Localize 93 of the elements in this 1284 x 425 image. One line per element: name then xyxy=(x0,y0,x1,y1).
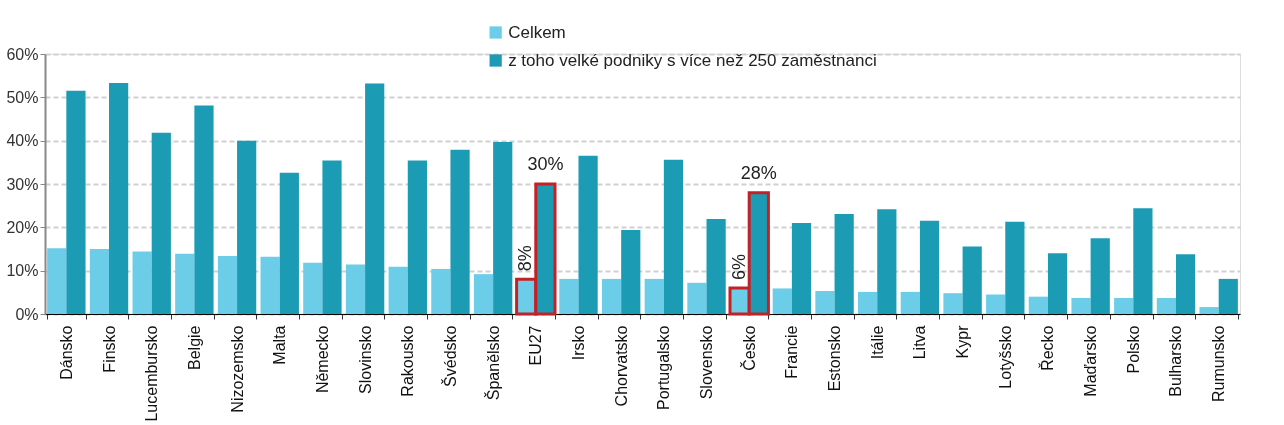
x-tick-label: Dánsko xyxy=(57,325,75,380)
x-tick-label: Česko xyxy=(739,325,758,371)
bar xyxy=(175,253,195,314)
x-tick-label: Polsko xyxy=(1124,325,1142,374)
bar xyxy=(578,155,598,314)
x-tick-label: Rakousko xyxy=(399,325,417,397)
bar xyxy=(1199,307,1219,314)
x-tick-label: Irsko xyxy=(569,325,587,361)
x-tick-label: Estonsko xyxy=(826,325,844,392)
x-tick-label: Slovensko xyxy=(698,325,716,400)
x-tick-label: Lotyšsko xyxy=(996,325,1014,389)
bar xyxy=(900,291,920,314)
bar xyxy=(706,219,726,314)
x-tick-label: Itálie xyxy=(868,325,886,360)
bar xyxy=(1156,297,1176,314)
data-label: 28% xyxy=(740,162,777,183)
x-tick-label: EU27 xyxy=(527,325,545,366)
bar xyxy=(559,278,579,314)
bar xyxy=(89,249,110,314)
x-tick-label: Finsko xyxy=(100,325,118,373)
bar xyxy=(919,220,940,314)
data-label: 6% xyxy=(728,253,749,280)
bar xyxy=(815,291,835,314)
y-tick-label: 50% xyxy=(6,88,39,106)
bar xyxy=(601,278,622,314)
bar xyxy=(194,105,214,314)
bar xyxy=(260,256,280,314)
bar xyxy=(877,209,897,314)
bar xyxy=(962,246,982,314)
y-tick-label: 10% xyxy=(6,262,39,280)
y-tick-label: 0% xyxy=(15,305,39,323)
bar xyxy=(132,251,152,314)
bar xyxy=(1071,297,1091,314)
x-tick-label: Řecko xyxy=(1038,325,1057,371)
x-tick-label: Portugalsko xyxy=(655,325,673,410)
x-tick-label: Německo xyxy=(313,325,331,394)
bar xyxy=(644,278,664,314)
x-tick-label: Rumunsko xyxy=(1210,325,1228,402)
bar xyxy=(1114,297,1134,314)
x-tick-label: Bulharsko xyxy=(1167,325,1185,397)
y-tick-label: 30% xyxy=(6,175,39,193)
bar xyxy=(407,160,427,314)
bar xyxy=(450,149,470,314)
bar xyxy=(322,160,342,314)
bar xyxy=(986,294,1006,314)
bar xyxy=(858,291,878,314)
bar xyxy=(217,255,238,314)
bar xyxy=(687,282,707,314)
y-tick-label: 40% xyxy=(6,132,39,150)
x-tick-label: Maďarsko xyxy=(1082,325,1100,397)
bar xyxy=(237,140,257,314)
bar xyxy=(1047,253,1068,314)
data-label: 30% xyxy=(527,154,564,174)
x-tick-label: Lucembursko xyxy=(143,325,161,422)
x-tick-label: Litva xyxy=(911,325,929,360)
bar xyxy=(431,268,451,314)
bar xyxy=(1133,208,1153,314)
legend-label: Celkem xyxy=(508,22,566,42)
x-tick-label: Španělsko xyxy=(483,325,502,401)
bar xyxy=(1005,221,1025,314)
x-tick-label: Chorvatsko xyxy=(612,325,630,407)
bar xyxy=(66,90,86,314)
y-tick-label: 20% xyxy=(6,218,39,236)
x-tick-label: Kypr xyxy=(954,324,972,359)
x-tick-label: Malta xyxy=(271,325,289,365)
bar xyxy=(345,264,366,314)
y-tick-label: 60% xyxy=(6,45,39,63)
x-tick-label: Nizozemsko xyxy=(228,325,246,413)
bar xyxy=(109,83,129,314)
bar xyxy=(493,141,513,314)
legend-label: z toho velké podniky s více než 250 zaměstnanci xyxy=(508,50,877,70)
x-tick-label: Slovinsko xyxy=(356,325,374,394)
bar xyxy=(834,213,854,314)
x-tick-label: Francie xyxy=(783,325,801,379)
bar xyxy=(151,132,171,314)
bar xyxy=(943,293,963,314)
bar xyxy=(1090,238,1110,314)
bar xyxy=(388,266,408,314)
bar xyxy=(279,172,299,314)
data-label: 8% xyxy=(515,245,536,272)
bar xyxy=(772,288,792,314)
bar xyxy=(473,274,494,314)
bar xyxy=(621,229,641,314)
x-tick-label: Švédsko xyxy=(440,325,459,387)
bar xyxy=(365,83,385,314)
x-tick-label: Belgie xyxy=(185,325,203,370)
bar xyxy=(1028,296,1048,314)
bar xyxy=(303,262,323,314)
bar xyxy=(47,248,67,314)
bar xyxy=(1175,254,1196,314)
bar xyxy=(663,159,684,314)
bar xyxy=(1218,278,1238,314)
bar xyxy=(791,223,812,314)
